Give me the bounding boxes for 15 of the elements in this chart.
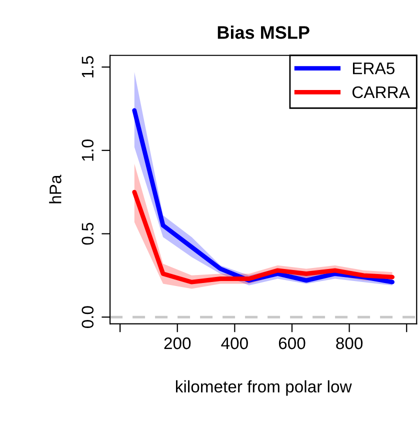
- x-axis-title: kilometer from polar low: [176, 380, 352, 396]
- legend-label: ERA5: [352, 62, 394, 74]
- x-tick-label: 400: [221, 337, 248, 350]
- y-tick-label: 1.5: [82, 56, 94, 78]
- y-axis-title: hPa: [49, 174, 62, 204]
- line-series: [132, 108, 395, 284]
- x-tick-label: 800: [336, 337, 363, 350]
- y-tick-label: 1.0: [82, 139, 94, 161]
- y-tick-label: 0.0: [82, 306, 94, 328]
- chart-title: Bias MSLP: [218, 26, 310, 39]
- y-tick-label: 0.5: [82, 222, 94, 245]
- x-tick-label: 200: [164, 337, 191, 350]
- legend-label: CARRA: [352, 86, 410, 98]
- line-series: [132, 190, 395, 284]
- x-tick-label: 600: [278, 337, 306, 350]
